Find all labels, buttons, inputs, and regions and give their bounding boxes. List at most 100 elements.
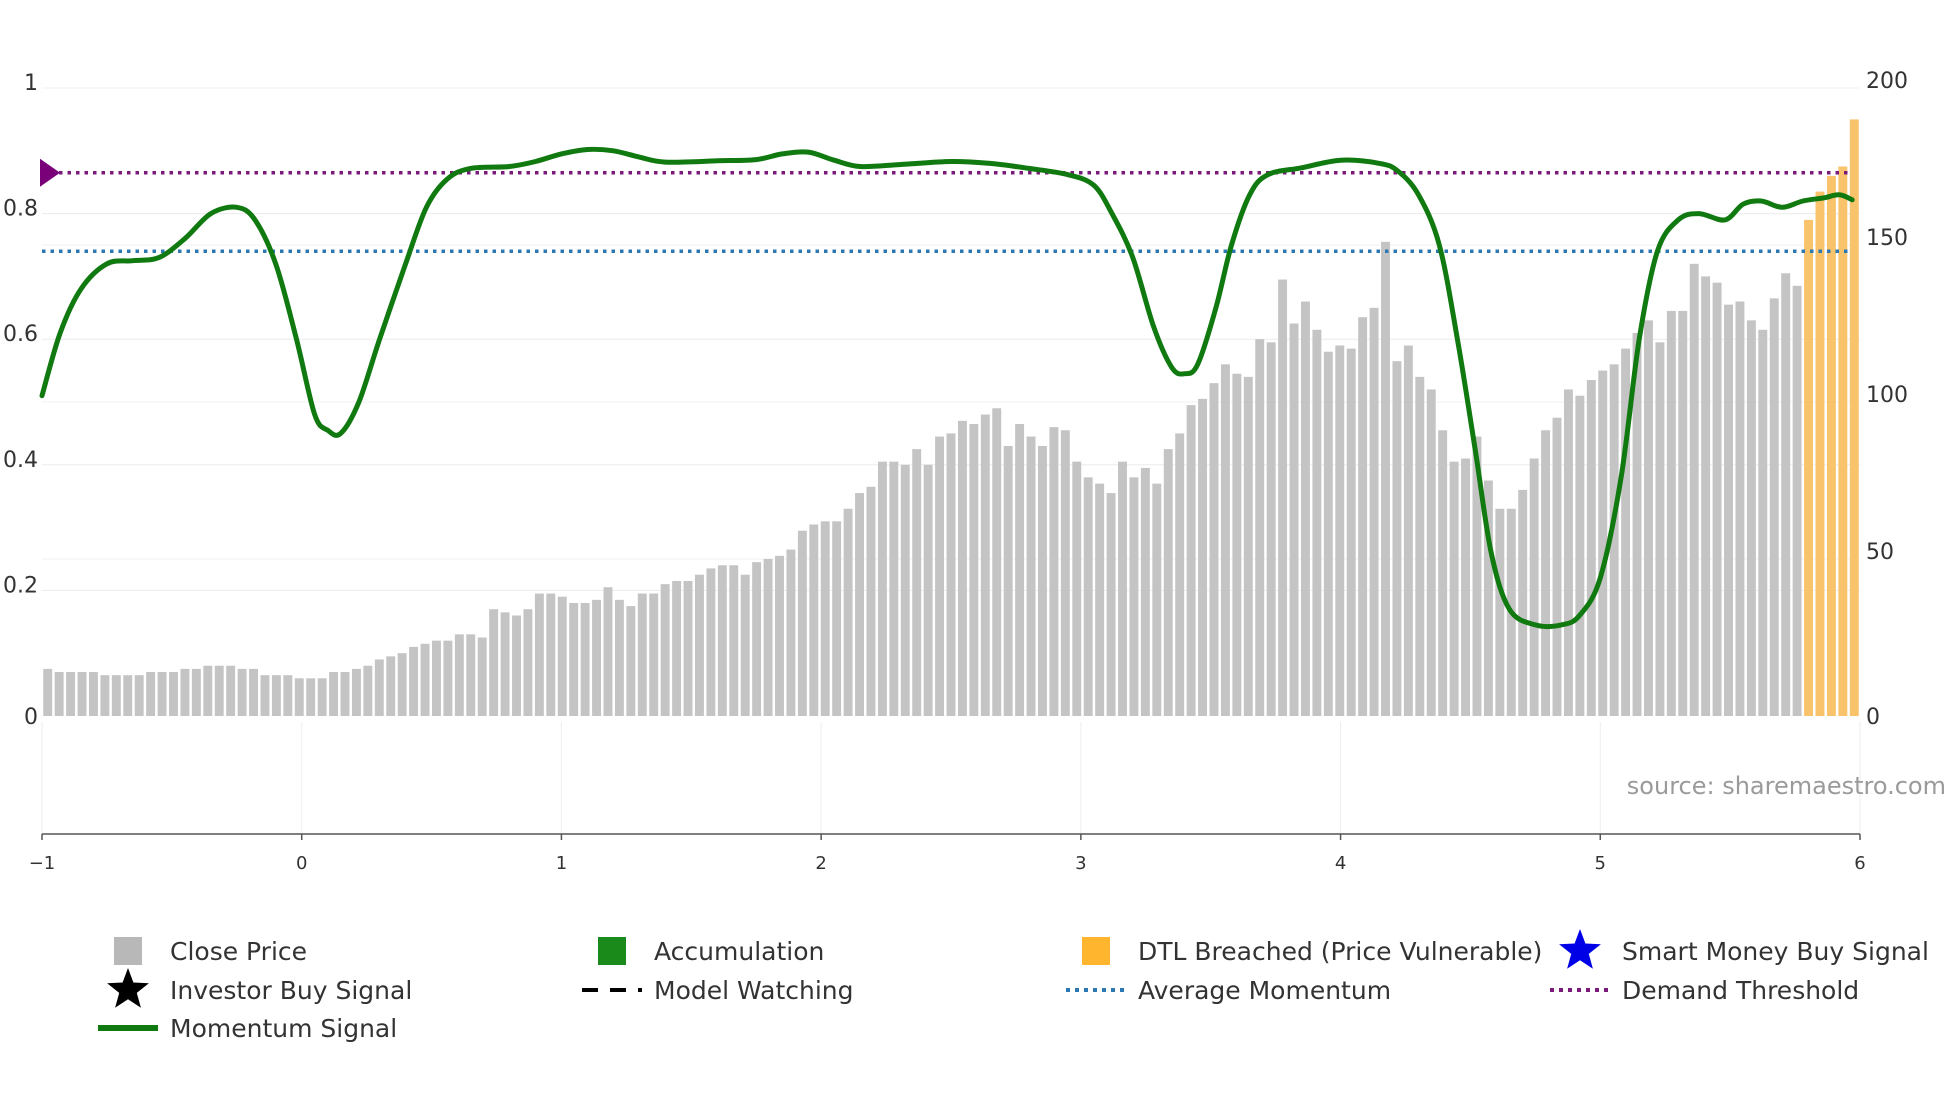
close-price-bar [1552,417,1562,716]
right-tick-label: 0 [1866,705,1880,730]
left-tick-label: 1 [24,71,38,96]
close-price-bar [1289,323,1299,716]
close-price-bar [1849,119,1859,716]
close-price-bar [226,665,236,716]
close-price-bar [1575,395,1585,716]
close-price-bar [1724,304,1733,716]
close-price-bar [1563,389,1573,716]
close-price-bar [1255,339,1265,716]
close-price-bar [1266,342,1276,716]
close-price-bar [1644,320,1653,716]
momentum-series [39,146,1855,630]
close-price-bar [957,420,967,716]
legend-swatch-dtl-breached-price-vulnerable- [1082,937,1110,965]
close-price-bar [271,675,281,716]
close-price-bar [740,574,750,716]
close-price-bar [1529,458,1539,716]
close-price-bar [614,599,624,716]
close-price-bar [374,659,384,716]
close-price-bar [1449,461,1459,716]
close-price-bar [820,521,830,716]
close-price-bar [237,668,247,716]
close-price-bar [1346,348,1356,716]
right-tick-label: 200 [1866,69,1908,94]
close-price-bar [466,634,476,716]
close-price-bar [843,508,853,716]
left-axis: 0 0.2 0.4 0.6 0.8 1 [3,71,38,730]
close-price-bar [1804,219,1814,716]
close-price-bar [763,559,773,716]
x-tick-label: 2 [815,853,826,874]
close-price-bar [1758,329,1768,716]
close-price-bar [557,596,567,716]
x-tick-label: 3 [1075,853,1086,874]
close-price-bar [1495,508,1505,716]
close-price-bar [935,436,945,716]
close-price-bar [283,675,293,716]
close-price-bar [717,565,727,716]
close-price-bar [512,615,521,716]
close-price-bar [180,668,190,716]
legend-label: Model Watching [654,976,854,1005]
close-price-bar [1403,345,1413,716]
legend-swatch-accumulation [598,937,626,965]
close-price-bar [694,574,704,716]
right-tick-label: 150 [1866,226,1908,251]
x-tick-label: 6 [1854,853,1865,874]
close-price-bar [1152,483,1162,716]
close-price-bar [351,668,361,716]
close-price-bar [1586,380,1596,716]
close-price-bar [1735,301,1745,716]
legend-label: Accumulation [654,937,824,966]
close-price-bar [1038,445,1047,716]
close-price-bar [1701,276,1711,716]
close-price-bar [1129,477,1139,716]
close-price-bar [363,665,373,716]
close-price-bar [877,461,887,716]
close-price-bar [1198,398,1208,716]
close-price-bar [912,449,922,716]
close-price-bar [1209,383,1219,716]
legend-swatch-close-price [114,937,142,965]
close-price-bar [992,408,1002,716]
close-price-bar [523,609,533,716]
close-price-bar [1323,351,1333,716]
demand-threshold-marker [40,158,60,187]
left-tick-label: 0.4 [3,448,38,473]
close-price-bar [1838,166,1848,716]
close-price-bar [1483,480,1493,716]
close-price-bar [123,675,133,716]
close-price-bar [1106,493,1116,716]
close-price-bar [1598,370,1608,716]
close-price-bar [500,612,510,716]
legend-star-icon [107,968,149,1008]
close-price-bar [980,414,990,716]
close-price-bar [1026,436,1036,716]
close-price-bar [477,637,487,716]
close-price-bar [146,672,156,716]
close-price-bar [1678,310,1688,716]
close-price-bar [649,593,659,716]
close-price-bar [1632,332,1642,716]
close-price-bar [752,562,762,716]
close-price-bar [683,580,693,716]
close-price-bar [706,568,716,716]
close-price-bar [249,668,258,716]
close-price-bar [832,521,842,716]
legend: Close Price Accumulation DTL Breached (Pri… [98,929,1929,1043]
close-price-bar [1392,361,1402,716]
close-price-bar [1609,364,1619,716]
momentum-line [39,146,1855,630]
close-price-bars [43,119,1859,717]
close-price-bar [1083,477,1093,716]
close-price-bar [580,602,590,716]
close-price-bar [1712,282,1722,716]
close-price-bar [534,593,544,716]
close-price-bar [775,555,784,716]
close-price-bar [1461,458,1470,716]
close-price-bar [946,433,956,716]
close-price-bar [1278,279,1288,716]
close-price-bar [809,524,819,716]
close-price-bar [797,530,807,716]
